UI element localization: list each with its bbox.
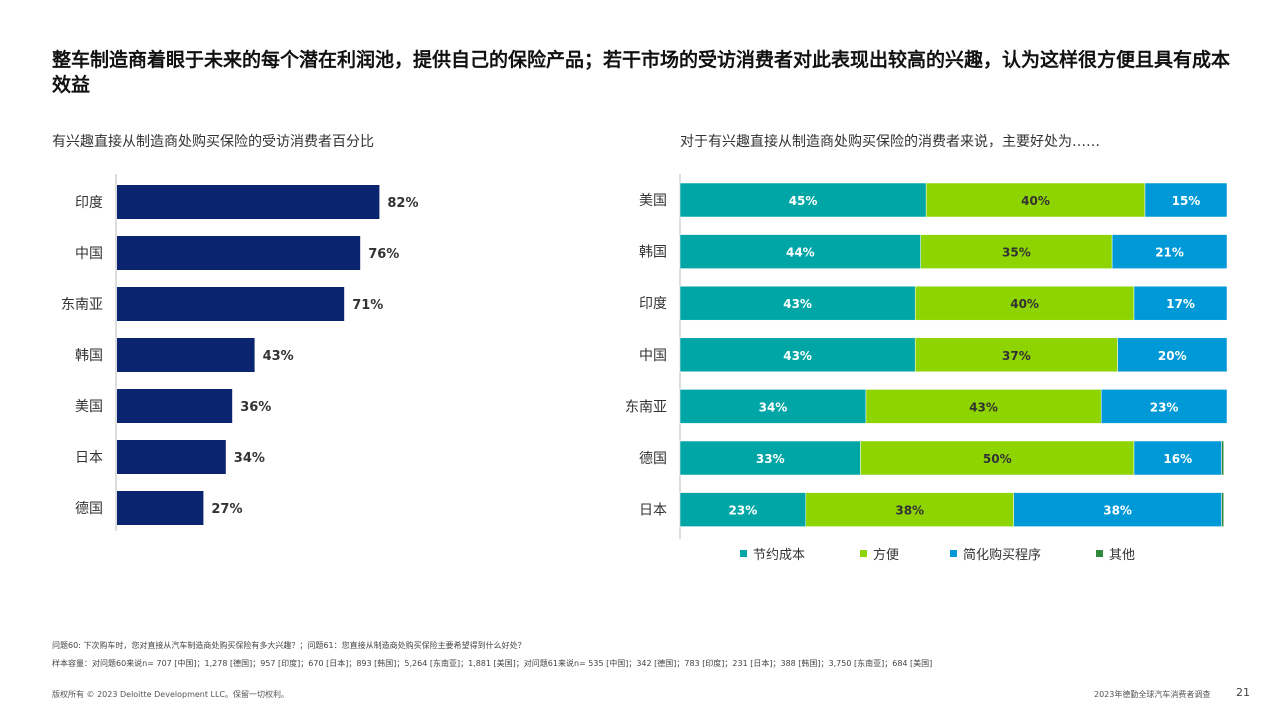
chart-legend: 节约成本 方便 简化购买程序 其他 <box>740 544 1135 563</box>
stacked-bar-segment <box>1117 337 1228 373</box>
segment-value-label: 34% <box>759 400 788 414</box>
segment-value-label: 50% <box>983 452 1012 466</box>
stacked-bar-segment <box>679 182 927 218</box>
stacked-bar-segment <box>679 234 921 269</box>
category-label: 印度 <box>639 296 667 312</box>
category-label: 日本 <box>639 503 667 519</box>
segment-value-label: 38% <box>1103 504 1132 518</box>
legend-label: 其他 <box>1109 548 1136 563</box>
right-chart-subtitle: 对于有兴趣直接从制造商处购买保险的消费者来说，主要好处为…… <box>680 134 1100 150</box>
stacked-bar-segment <box>1013 492 1222 527</box>
category-label: 美国 <box>75 399 103 415</box>
category-label: 中国 <box>75 246 103 262</box>
stacked-bar-segment <box>1144 182 1228 218</box>
segment-value-label: 33% <box>756 452 785 466</box>
bar-value-label: 71% <box>352 298 383 313</box>
legend-item-simplified-purchase: 简化购买程序 <box>950 544 1096 563</box>
bar <box>117 491 204 525</box>
bar-value-label: 76% <box>368 247 399 262</box>
footnote-questions: 问题60: 下次购车时，您对直接从汽车制造商处购买保险有多大兴趣？；问题61：您… <box>52 641 526 650</box>
legend-swatch <box>950 550 957 557</box>
category-label: 印度 <box>75 195 103 211</box>
segment-value-label: 16% <box>1163 452 1192 466</box>
stacked-bar-segment <box>914 285 1135 321</box>
segment-value-label: 20% <box>1158 349 1187 363</box>
segment-value-label: 44% <box>786 246 815 260</box>
legend-label: 简化购买程序 <box>963 548 1042 563</box>
stacked-bar-segment <box>860 440 1135 476</box>
segment-value-label: 43% <box>783 349 812 363</box>
category-label: 日本 <box>75 450 103 466</box>
page-number: 21 <box>1236 686 1250 699</box>
legend-swatch <box>1096 550 1103 557</box>
stacked-bar-segment <box>679 285 916 321</box>
legend-item-cost-saving: 节约成本 <box>740 544 860 563</box>
stacked-bar-segment <box>1111 234 1228 269</box>
bar-value-label: 27% <box>211 502 242 517</box>
stacked-bar-segment <box>1133 285 1228 321</box>
segment-value-label: 45% <box>789 194 818 208</box>
segment-value-label: 23% <box>1150 400 1179 414</box>
stacked-bar-segment <box>805 492 1014 527</box>
bar <box>117 185 380 219</box>
category-label: 中国 <box>639 348 667 364</box>
bar <box>117 287 345 321</box>
segment-value-label: 38% <box>895 504 924 518</box>
category-label: 德国 <box>639 451 667 467</box>
segment-value-label: 17% <box>1166 297 1195 311</box>
bar <box>117 338 255 372</box>
footnote-sample-size: 样本容量：对问题60来说n= 707 [中国]；1,278 [德国]；957 [… <box>52 659 933 668</box>
stacked-bar-segment <box>865 389 1102 424</box>
legend-item-other: 其他 <box>1096 544 1135 563</box>
category-label: 韩国 <box>639 245 667 261</box>
segment-value-label: 23% <box>729 504 758 518</box>
stacked-bar-segment <box>925 182 1146 218</box>
copyright-text: 版权所有 © 2023 Deloitte Development LLC。保留一… <box>52 690 290 699</box>
legend-label: 节约成本 <box>753 548 806 563</box>
legend-swatch <box>740 550 747 557</box>
left-chart-subtitle: 有兴趣直接从制造商处购买保险的受访消费者百分比 <box>52 134 374 150</box>
stacked-bar-segment <box>679 440 861 476</box>
segment-value-label: 43% <box>783 297 812 311</box>
stacked-bar-segment <box>1221 492 1224 527</box>
category-label: 德国 <box>75 501 103 517</box>
category-label: 韩国 <box>75 348 103 364</box>
segment-value-label: 40% <box>1010 297 1039 311</box>
bar-value-label: 34% <box>234 451 265 466</box>
segment-value-label: 15% <box>1172 194 1201 208</box>
bar-value-label: 82% <box>387 196 418 211</box>
stacked-bar-segment <box>1133 440 1222 476</box>
bar-value-label: 36% <box>240 400 271 415</box>
category-label: 东南亚 <box>625 399 667 415</box>
segment-value-label: 21% <box>1155 246 1184 260</box>
legend-swatch <box>860 550 867 557</box>
bar <box>117 440 226 474</box>
segment-value-label: 43% <box>969 400 998 414</box>
report-name: 2023年德勤全球汽车消费者调查 <box>1094 690 1211 699</box>
stacked-bar-segment <box>914 337 1118 373</box>
bar-value-label: 43% <box>263 349 294 364</box>
bar <box>117 389 233 423</box>
page-title: 整车制造商着眼于未来的每个潜在利润池，提供自己的保险产品；若干市场的受访消费者对… <box>52 49 1231 96</box>
legend-label: 方便 <box>873 548 900 563</box>
legend-item-convenience: 方便 <box>860 544 950 563</box>
segment-value-label: 37% <box>1002 349 1031 363</box>
benefits-stacked-bar-chart: 美国 45% 40% 15% 韩国 44% 35% 21% 印度 43% 40% 17% 中国 43% 37… <box>625 174 1228 540</box>
stacked-bar-segment <box>1221 440 1224 476</box>
stacked-bar-segment <box>1100 389 1228 424</box>
category-label: 东南亚 <box>61 297 103 313</box>
stacked-bar-segment <box>679 389 867 424</box>
stacked-bar-segment <box>679 337 916 373</box>
interest-bar-chart: 印度 82% 中国 76% 东南亚 71% 韩国 43% 美国 36% 日本 34% 德国 27% <box>61 174 419 531</box>
bar <box>117 236 361 270</box>
category-label: 美国 <box>639 193 667 209</box>
segment-value-label: 40% <box>1021 194 1050 208</box>
segment-value-label: 35% <box>1002 246 1031 260</box>
